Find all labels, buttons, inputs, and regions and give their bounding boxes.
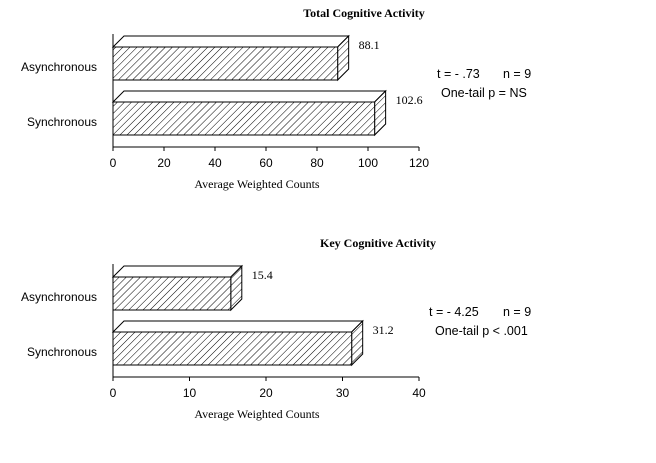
bar-front-face <box>112 276 232 311</box>
chart-title: Total Cognitive Activity <box>303 6 425 20</box>
bar-top-face <box>111 90 387 103</box>
x-tick-label: 20 <box>157 156 171 170</box>
category-label-synchronous: Synchronous <box>27 115 97 129</box>
bar-top-face <box>111 35 350 48</box>
data-label-synchronous: 102.6 <box>396 93 423 107</box>
p-value: One-tail p < .001 <box>435 324 528 338</box>
x-tick-label: 20 <box>259 386 273 400</box>
x-tick-label: 0 <box>110 156 117 170</box>
p-value: One-tail p = NS <box>441 86 527 100</box>
x-axis-label: Average Weighted Counts <box>194 177 320 191</box>
bar-asynchronous <box>111 264 244 312</box>
chart-marks: 0 10 20 30 40 15.4 31.2 <box>110 264 426 400</box>
chart-title: Key Cognitive Activity <box>320 236 436 250</box>
t-statistic: t = - 4.25 <box>429 305 479 319</box>
stat-annotation: t = - .73 n = 9 One-tail p = NS <box>437 67 531 100</box>
x-tick-label: 120 <box>409 156 429 170</box>
sample-size: n = 9 <box>503 67 531 81</box>
data-label-synchronous: 31.2 <box>373 323 394 337</box>
bar-synchronous <box>111 319 364 367</box>
chart-total-cognitive-activity: Total Cognitive Activity 0 20 40 60 80 100 120… <box>21 6 531 191</box>
bar-asynchronous <box>111 34 350 82</box>
x-axis-label: Average Weighted Counts <box>194 407 320 421</box>
x-tick-label: 100 <box>358 156 378 170</box>
bar-front-face <box>112 46 339 81</box>
bar-top-face <box>111 265 244 278</box>
sample-size: n = 9 <box>503 305 531 319</box>
data-label-asynchronous: 88.1 <box>359 38 380 52</box>
bar-front-face <box>112 101 376 136</box>
x-tick-label: 80 <box>310 156 324 170</box>
chart-key-cognitive-activity: Key Cognitive Activity 0 10 20 30 40 15.4 31.2… <box>21 236 531 421</box>
bar-top-face <box>111 320 364 333</box>
chart-marks: 0 20 40 60 80 100 120 88.1 102.6 <box>110 34 429 170</box>
category-label-synchronous: Synchronous <box>27 345 97 359</box>
t-statistic: t = - .73 <box>437 67 480 81</box>
bar-synchronous <box>111 89 387 137</box>
category-label-asynchronous: Asynchronous <box>21 60 97 74</box>
bar-front-face <box>112 331 353 366</box>
x-tick-label: 40 <box>208 156 222 170</box>
data-label-asynchronous: 15.4 <box>252 268 273 282</box>
x-tick-label: 40 <box>412 386 426 400</box>
x-tick-label: 60 <box>259 156 273 170</box>
x-tick-label: 10 <box>183 386 197 400</box>
category-label-asynchronous: Asynchronous <box>21 290 97 304</box>
stat-annotation: t = - 4.25 n = 9 One-tail p < .001 <box>429 305 531 338</box>
x-tick-label: 0 <box>110 386 117 400</box>
x-tick-label: 30 <box>336 386 350 400</box>
